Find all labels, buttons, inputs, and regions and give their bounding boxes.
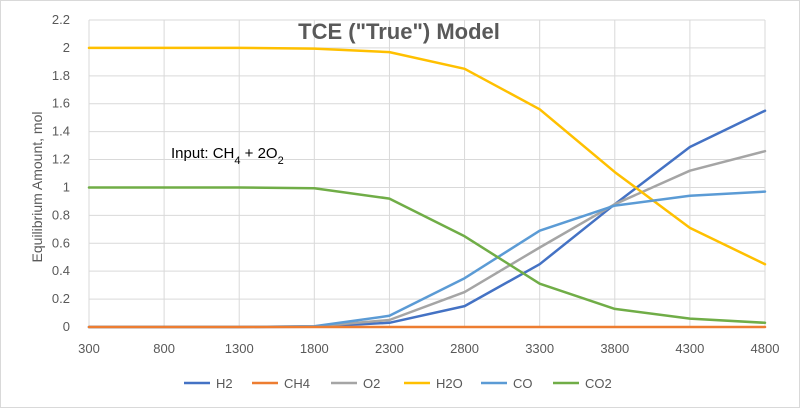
y-tick-label: 0.8 <box>52 207 70 222</box>
legend-label-o2: O2 <box>363 376 380 391</box>
gridlines <box>88 19 766 328</box>
y-axis-tick-labels: 0 0.2 0.4 0.6 0.8 1 1.2 1.4 1.6 1.8 2 2.2 <box>52 12 70 334</box>
y-tick-label: 1 <box>63 179 70 194</box>
x-tick-label: 800 <box>153 341 175 356</box>
annotation-middle: + 2O <box>241 145 278 162</box>
legend-label-co2: CO2 <box>585 376 612 391</box>
x-tick-label: 2800 <box>450 341 479 356</box>
input-annotation: Input: CH4 + 2O2 <box>171 145 284 167</box>
x-tick-label: 1300 <box>225 341 254 356</box>
annotation-subscript-2: 2 <box>278 155 284 167</box>
x-tick-label: 2300 <box>375 341 404 356</box>
y-tick-label: 1.6 <box>52 96 70 111</box>
x-tick-label: 4800 <box>751 341 780 356</box>
chart-title: TCE ("True") Model <box>298 19 500 44</box>
y-tick-label: 1.4 <box>52 124 70 139</box>
legend: H2 CH4 O2 H2O CO CO2 <box>184 376 612 391</box>
y-tick-label: 0.4 <box>52 263 70 278</box>
legend-label-ch4: CH4 <box>284 376 310 391</box>
series-lines <box>87 46 767 329</box>
y-axis-title: Equilibrium Amount, mol <box>29 112 45 263</box>
y-tick-label: 0.2 <box>52 291 70 306</box>
x-axis-tick-labels: 300 800 1300 1800 2300 2800 3300 3800 4300 4800 <box>78 341 779 356</box>
annotation-subscript-4: 4 <box>234 155 240 167</box>
series-line-co2 <box>87 186 767 325</box>
x-tick-label: 4300 <box>675 341 704 356</box>
x-tick-label: 1800 <box>300 341 329 356</box>
series-line-o2 <box>87 149 767 329</box>
y-tick-label: 0 <box>63 319 70 334</box>
legend-label-co: CO <box>513 376 533 391</box>
x-tick-label: 3300 <box>525 341 554 356</box>
legend-label-h2o: H2O <box>436 376 463 391</box>
y-tick-label: 2.2 <box>52 12 70 27</box>
y-tick-label: 1.8 <box>52 68 70 83</box>
y-tick-label: 0.6 <box>52 235 70 250</box>
series-line-h2 <box>87 109 767 329</box>
x-tick-label: 3800 <box>600 341 629 356</box>
annotation-prefix: Input: CH <box>171 145 234 162</box>
x-tick-label: 300 <box>78 341 100 356</box>
y-tick-label: 2 <box>63 40 70 55</box>
legend-label-h2: H2 <box>216 376 233 391</box>
y-tick-label: 1.2 <box>52 152 70 167</box>
